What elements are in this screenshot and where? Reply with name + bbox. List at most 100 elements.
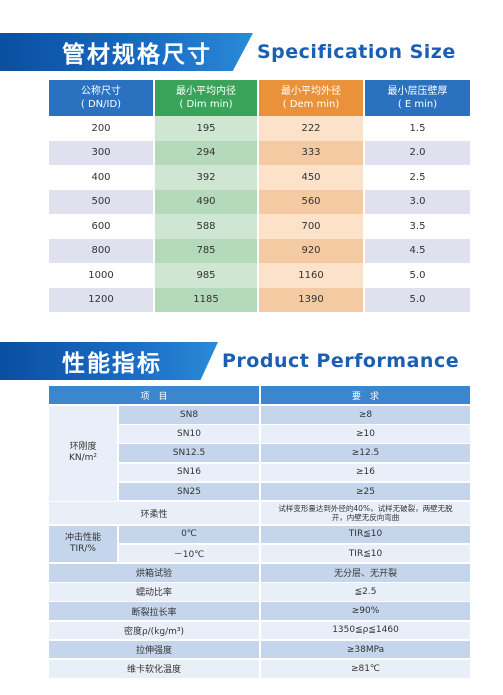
spec-cell: 800 xyxy=(49,238,153,263)
perf-row: 密度ρ/(kg/m³) 1350≦ρ≦1460 xyxy=(49,621,470,640)
ring-flexibility-row: 环柔性 试样变形量达到外径的40%，试样无破裂，两壁无脱开，内壁无反向弯曲 xyxy=(49,502,470,524)
spec-table-body: 200 195 222 1.5 300 294 333 2.0 400 392 450 2.5 500 4… xyxy=(49,116,470,312)
impact-row-value: TIR≦10 xyxy=(261,525,470,544)
perf-row-label: 烘箱试验 xyxy=(49,563,259,582)
spec-cell: 920 xyxy=(259,238,363,263)
spec-cell: 2.5 xyxy=(365,165,470,190)
perf-title-en: Product Performance xyxy=(222,350,460,372)
spec-col-header: 最小平均内径 ( Dim min) xyxy=(155,80,257,116)
spec-table-row: 200 195 222 1.5 xyxy=(49,116,470,141)
spec-table-row: 800 785 920 4.5 xyxy=(49,238,470,263)
ring-stiffness-row: SN8 ≥8 xyxy=(49,406,470,424)
perf-row-label: 断裂拉长率 xyxy=(49,602,259,620)
ring-stiffness-row-value: ≥25 xyxy=(261,482,470,501)
spec-title-en: Specification Size xyxy=(257,41,456,63)
spec-cell: 195 xyxy=(155,116,257,141)
impact-performance-label: 冲击性能 TIR/% xyxy=(49,525,117,563)
impact-row: 0℃ TIR≦10 xyxy=(49,525,470,544)
spec-cell: 600 xyxy=(49,214,153,239)
perf-col-item: 项 目 xyxy=(49,386,259,404)
spec-table-row: 1200 1185 1390 5.0 xyxy=(49,287,470,312)
spec-cell: 450 xyxy=(259,165,363,190)
ring-flexibility-value: 试样变形量达到外径的40%，试样无破裂，两壁无脱开，内壁无反向弯曲 xyxy=(261,502,470,524)
ring-stiffness-row: SN16 ≥16 xyxy=(49,463,470,482)
ring-stiffness-row: SN10 ≥10 xyxy=(49,425,470,443)
spec-col-header-en: ( Dim min) xyxy=(179,99,233,110)
spec-cell: 1.5 xyxy=(365,116,470,141)
perf-row-value: 1350≦ρ≦1460 xyxy=(261,621,470,640)
spec-cell: 588 xyxy=(155,214,257,239)
impact-row-value: TIR≦10 xyxy=(261,544,470,563)
perf-row: 断裂拉长率 ≥90% xyxy=(49,602,470,620)
impact-row: －10℃ TIR≦10 xyxy=(49,544,470,563)
spec-cell: 294 xyxy=(155,140,257,165)
perf-row-value: 无分层、无开裂 xyxy=(261,563,470,582)
spec-cell: 1390 xyxy=(259,287,363,312)
spec-table-row: 400 392 450 2.5 xyxy=(49,165,470,190)
perf-row-value: ≦2.5 xyxy=(261,583,470,601)
ring-stiffness-row-label: SN8 xyxy=(119,406,259,424)
spec-cell: 4.5 xyxy=(365,238,470,263)
perf-row: 烘箱试验 无分层、无开裂 xyxy=(49,563,470,582)
spec-cell: 1000 xyxy=(49,263,153,288)
spec-col-header-en: ( E min) xyxy=(397,99,438,110)
spec-cell: 3.0 xyxy=(365,189,470,214)
spec-col-header-cn: 最小平均内径 xyxy=(176,86,236,97)
impact-row-label: 0℃ xyxy=(119,525,259,544)
perf-row-label: 拉伸强度 xyxy=(49,640,259,659)
spec-cell: 490 xyxy=(155,189,257,214)
spec-cell: 400 xyxy=(49,165,153,190)
spec-cell: 785 xyxy=(155,238,257,263)
perf-row-label: 维卡软化温度 xyxy=(49,659,259,678)
perf-col-req: 要 求 xyxy=(261,386,470,404)
spec-table-row: 500 490 560 3.0 xyxy=(49,189,470,214)
perf-row: 维卡软化温度 ≥81℃ xyxy=(49,659,470,678)
perf-header-row: 项 目要 求 xyxy=(49,386,470,404)
spec-col-header-en: ( Dem min) xyxy=(282,99,340,110)
spec-cell: 500 xyxy=(49,189,153,214)
spec-cell: 700 xyxy=(259,214,363,239)
ring-flexibility-label: 环柔性 xyxy=(49,502,259,524)
spec-cell: 1200 xyxy=(49,287,153,312)
spec-header-row: 公称尺寸 ( DN/ID) 最小平均内径 ( Dim min) 最小平均外径 ( Dem … xyxy=(49,80,470,116)
ring-stiffness-row-value: ≥8 xyxy=(261,406,470,424)
spec-cell: 392 xyxy=(155,165,257,190)
spec-table: 公称尺寸 ( DN/ID) 最小平均内径 ( Dim min) 最小平均外径 ( Dem … xyxy=(49,80,470,312)
impact-row-label: －10℃ xyxy=(119,544,259,563)
perf-row: 蠕动比率 ≦2.5 xyxy=(49,583,470,601)
ring-stiffness-row-label: SN16 xyxy=(119,463,259,482)
perf-row-label: 密度ρ/(kg/m³) xyxy=(49,621,259,640)
ring-stiffness-row-value: ≥16 xyxy=(261,463,470,482)
ring-stiffness-row-value: ≥12.5 xyxy=(261,444,470,463)
spec-cell: 1185 xyxy=(155,287,257,312)
spec-col-header-cn: 最小层压壁厚 xyxy=(387,86,448,97)
spec-col-header-cn: 最小平均外径 xyxy=(281,86,341,97)
ring-stiffness-row-label: SN12.5 xyxy=(119,444,259,463)
spec-title-cn: 管材规格尺寸 xyxy=(0,33,253,71)
perf-row-value: ≥90% xyxy=(261,602,470,620)
perf-section-header: 性能指标 Product Performance xyxy=(0,342,459,380)
perf-row: 拉伸强度 ≥38MPa xyxy=(49,640,470,659)
spec-cell: 5.0 xyxy=(365,287,470,312)
spec-cell: 300 xyxy=(49,140,153,165)
ring-stiffness-row-value: ≥10 xyxy=(261,425,470,443)
spec-table-row: 1000 985 1160 5.0 xyxy=(49,263,470,288)
spec-section-header: 管材规格尺寸 Specification Size xyxy=(0,33,456,71)
spec-cell: 333 xyxy=(259,140,363,165)
spec-col-header: 公称尺寸 ( DN/ID) xyxy=(49,80,153,116)
ring-stiffness-row: SN12.5 ≥12.5 xyxy=(49,444,470,463)
spec-col-header: 最小层压壁厚 ( E min) xyxy=(365,80,470,116)
spec-col-header-en: ( DN/ID) xyxy=(80,99,122,110)
ring-stiffness-label: 环刚度 KN/m² xyxy=(49,406,117,501)
spec-cell: 5.0 xyxy=(365,263,470,288)
ring-stiffness-row: SN25 ≥25 xyxy=(49,482,470,501)
spec-cell: 985 xyxy=(155,263,257,288)
spec-cell: 560 xyxy=(259,189,363,214)
spec-cell: 3.5 xyxy=(365,214,470,239)
spec-cell: 2.0 xyxy=(365,140,470,165)
spec-cell: 1160 xyxy=(259,263,363,288)
spec-table-row: 300 294 333 2.0 xyxy=(49,140,470,165)
ring-stiffness-row-label: SN25 xyxy=(119,482,259,501)
perf-row-label: 蠕动比率 xyxy=(49,583,259,601)
spec-cell: 200 xyxy=(49,116,153,141)
